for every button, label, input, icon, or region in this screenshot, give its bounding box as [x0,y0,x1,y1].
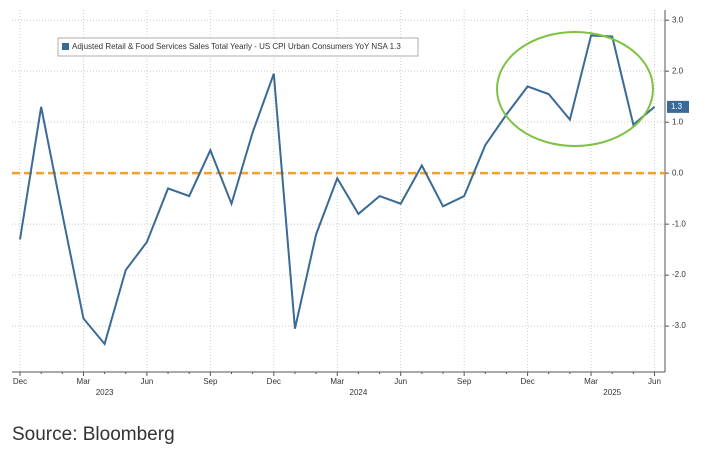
y-tick-label: 0.0 [672,168,684,177]
year-label: 2023 [96,388,114,397]
plot-area [12,10,665,372]
last-value-box [667,100,689,113]
highlight-ellipse [496,31,654,147]
x-tick-label: Mar [330,377,344,386]
last-value-label: 1.3 [671,102,683,111]
y-tick-label: -1.0 [672,219,686,228]
y-tick-label: 3.0 [672,15,684,24]
source: Source: Bloomberg [12,424,175,445]
year-label: 2024 [350,388,368,397]
x-tick-label: Dec [520,377,534,386]
legend-text: Adjusted Retail & Food Services Sales To… [72,42,401,51]
x-tick-label: Jun [648,377,661,386]
legend-box [57,37,419,57]
marks: 3.0 2.0 1.0 0.0 -1.0 -2.0 -3.0 Dec Mar Jun Sep Dec M… [12,10,689,397]
y-tick-label: 1.0 [672,117,684,126]
x-tick-label: Sep [203,377,218,386]
x-tick-label: Jun [394,377,407,386]
x-tick-label: Dec [267,377,281,386]
y-tick-label: -2.0 [672,270,686,279]
year-label: 2025 [603,388,621,397]
x-tick-label: Dec [13,377,27,386]
x-tick-label: Jun [140,377,153,386]
y-tick-label: -3.0 [672,321,686,330]
x-tick-label: Mar [77,377,91,386]
y-tick-label: 2.0 [672,66,684,75]
legend-swatch [62,43,69,50]
x-tick-label: Mar [584,377,598,386]
x-tick-label: Sep [457,377,472,386]
series-line [19,34,656,347]
